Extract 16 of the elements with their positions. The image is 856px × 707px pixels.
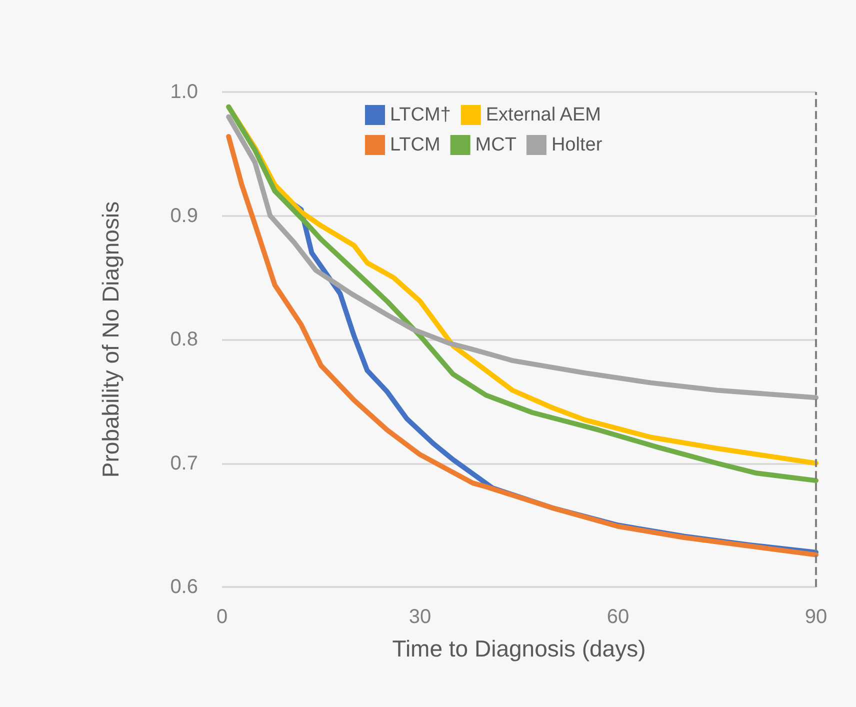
y-tick-label: 0.7	[170, 452, 198, 474]
y-tick-label: 0.6	[170, 576, 198, 598]
legend-label: LTCM	[390, 134, 440, 156]
x-tick-label: 90	[804, 606, 828, 628]
legend-label: LTCM†	[390, 104, 451, 126]
x-tick-label: 60	[606, 606, 630, 628]
y-tick-label: 1.0	[170, 81, 198, 103]
y-axis-title: Probability of No Diagnosis	[98, 201, 124, 478]
y-tick-label: 0.8	[170, 328, 198, 350]
legend-label: MCT	[475, 134, 517, 156]
x-axis-title: Time to Diagnosis (days)	[392, 636, 646, 662]
legend-label: Holter	[551, 134, 603, 156]
y-tick-label: 0.9	[170, 204, 198, 227]
x-tick-label: 30	[408, 606, 432, 628]
legend-label: External AEM	[486, 104, 601, 126]
x-tick-label: 0	[216, 606, 228, 628]
